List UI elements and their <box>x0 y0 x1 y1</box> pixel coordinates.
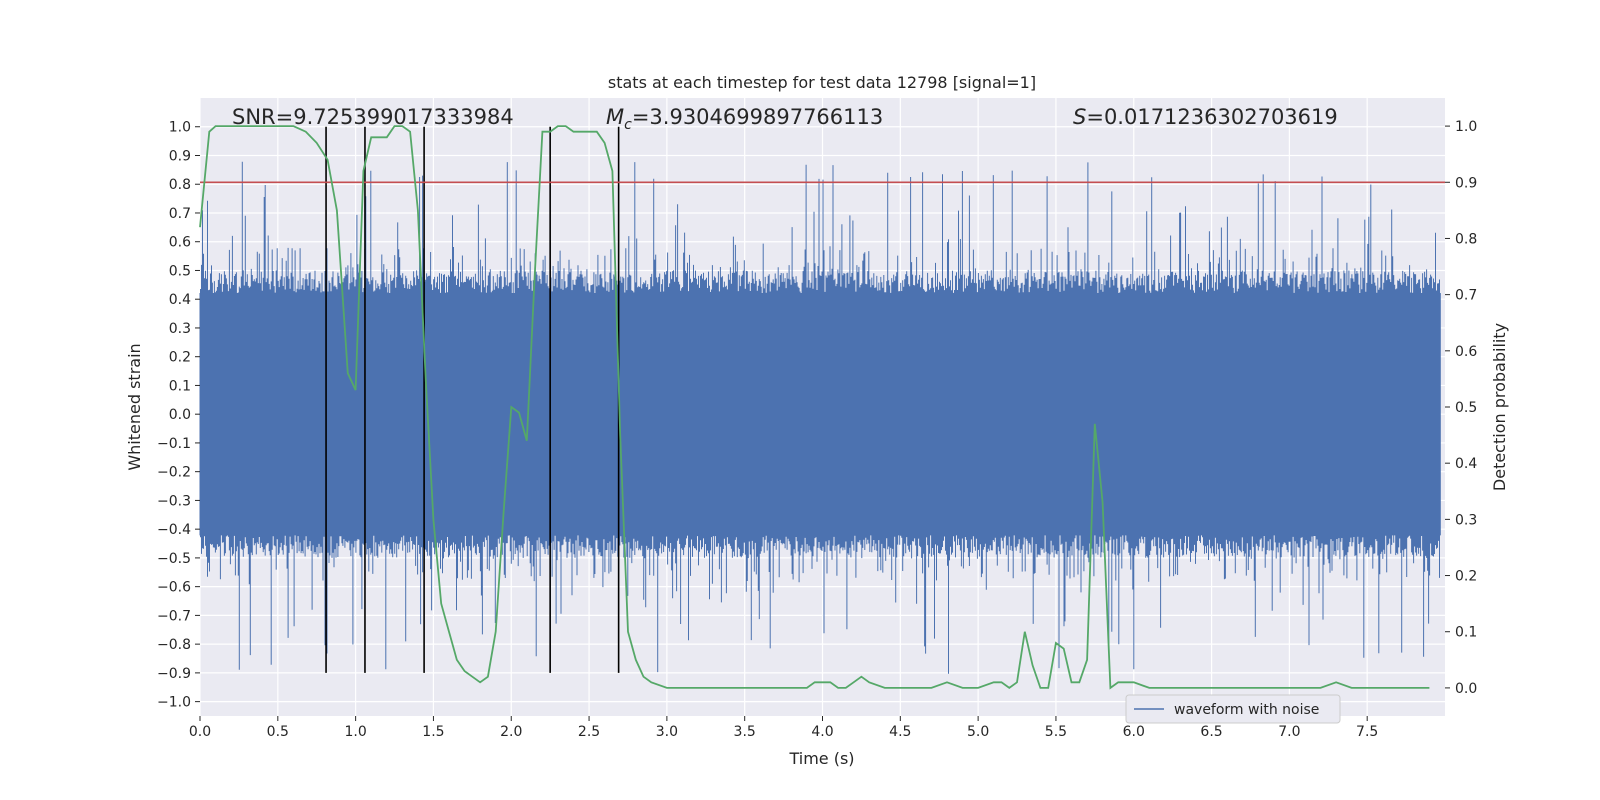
mc-annotation: Mc=3.9304699897766113 <box>606 105 883 133</box>
mc-symbol: M <box>606 105 624 129</box>
y-tick-label-5: −0.5 <box>157 551 191 567</box>
y2-tick-label-1: 0.1 <box>1455 625 1477 641</box>
legend-entry: waveform with noise <box>1174 702 1319 718</box>
snr-annotation: SNR=9.725399017333984 <box>232 105 514 129</box>
y-tick-label-8: −0.2 <box>157 465 191 481</box>
chart-title: stats at each timestep for test data 127… <box>608 73 1036 92</box>
y-tick-label-11: 0.1 <box>169 378 191 394</box>
y-tick-label-4: −0.6 <box>157 580 191 596</box>
y-tick-label-6: −0.4 <box>157 522 191 538</box>
x-tick-label-8: 4.0 <box>811 724 833 740</box>
x-tick-label-9: 4.5 <box>889 724 911 740</box>
y-tick-label-10: 0.0 <box>169 407 191 423</box>
y2-tick-label-8: 0.8 <box>1455 231 1477 247</box>
x-tick-label-13: 6.5 <box>1200 724 1222 740</box>
y-left-ticks: −1.0 −0.9 −0.8 −0.7 −0.6 −0.5 −0.4 −0.3 −0.2 −0.1… <box>157 120 200 711</box>
x-tick-label-11: 5.5 <box>1045 724 1067 740</box>
legend-box <box>1125 694 1341 724</box>
y-axis-label: Whitened strain <box>125 343 144 470</box>
x-tick-label-12: 6.0 <box>1123 724 1145 740</box>
y2-tick-label-6: 0.6 <box>1455 344 1477 360</box>
y2-tick-label-0: 0.0 <box>1455 681 1477 697</box>
y-tick-label-15: 0.5 <box>169 263 191 279</box>
y2-axis-label: Detection probability <box>1490 323 1509 491</box>
y2-tick-label-10: 1.0 <box>1455 119 1477 135</box>
waveform-series <box>199 161 1441 674</box>
s-value: =0.0171236302703619 <box>1086 105 1337 129</box>
x-tick-label-2: 1.0 <box>344 724 366 740</box>
y-right-ticks: 0.0 0.1 0.2 0.3 0.4 0.5 0.6 0.7 0.8 0.9 1.0 <box>1445 119 1477 697</box>
y2-tick-label-9: 0.9 <box>1455 175 1477 191</box>
y-tick-label-17: 0.7 <box>169 206 191 222</box>
probability-line <box>199 125 1430 690</box>
y2-tick-label-5: 0.5 <box>1455 400 1477 416</box>
snr-prefix: SNR= <box>232 105 293 129</box>
y2-tick-label-4: 0.4 <box>1455 456 1477 472</box>
y-tick-label-9: −0.1 <box>157 436 191 452</box>
y-tick-label-20: 1.0 <box>169 120 191 136</box>
x-tick-label-14: 7.0 <box>1278 724 1300 740</box>
y-tick-label-18: 0.8 <box>169 177 191 193</box>
y-tick-label-12: 0.2 <box>169 350 191 366</box>
mc-subscript: c <box>624 117 632 133</box>
x-tick-label-3: 1.5 <box>422 724 444 740</box>
y2-tick-label-3: 0.3 <box>1455 512 1477 528</box>
x-tick-label-1: 0.5 <box>267 724 289 740</box>
legend: waveform with noise <box>1125 694 1341 724</box>
y-tick-label-13: 0.3 <box>169 321 191 337</box>
s-symbol: S <box>1073 105 1086 129</box>
s-annotation: S=0.0171236302703619 <box>1073 105 1338 129</box>
y-tick-label-0: −1.0 <box>157 695 191 711</box>
y-tick-label-2: −0.8 <box>157 637 191 653</box>
probability-series <box>199 125 1430 690</box>
mc-value: =3.9304699897766113 <box>632 105 883 129</box>
y2-tick-label-2: 0.2 <box>1455 569 1477 585</box>
x-tick-label-0: 0.0 <box>189 724 211 740</box>
y-tick-label-14: 0.4 <box>169 292 191 308</box>
x-axis-label: Time (s) <box>788 749 854 768</box>
x-tick-label-4: 2.0 <box>500 724 522 740</box>
x-tick-label-10: 5.0 <box>967 724 989 740</box>
y-tick-label-16: 0.6 <box>169 235 191 251</box>
waveform-line <box>199 161 1441 674</box>
x-tick-label-6: 3.0 <box>656 724 678 740</box>
x-tick-label-15: 7.5 <box>1356 724 1378 740</box>
x-tick-label-5: 2.5 <box>578 724 600 740</box>
y-tick-label-1: −0.9 <box>157 666 191 682</box>
y-tick-label-3: −0.7 <box>157 608 191 624</box>
y-tick-label-7: −0.3 <box>157 493 191 509</box>
snr-value: 9.725399017333984 <box>293 105 513 129</box>
y2-tick-label-7: 0.7 <box>1455 288 1477 304</box>
y-tick-label-19: 0.9 <box>169 148 191 164</box>
x-tick-label-7: 3.5 <box>734 724 756 740</box>
x-ticks: 0.0 0.5 1.0 1.5 2.0 2.5 3.0 3.5 4.0 4.5 5.0 5.5 6.0 6… <box>189 716 1378 740</box>
